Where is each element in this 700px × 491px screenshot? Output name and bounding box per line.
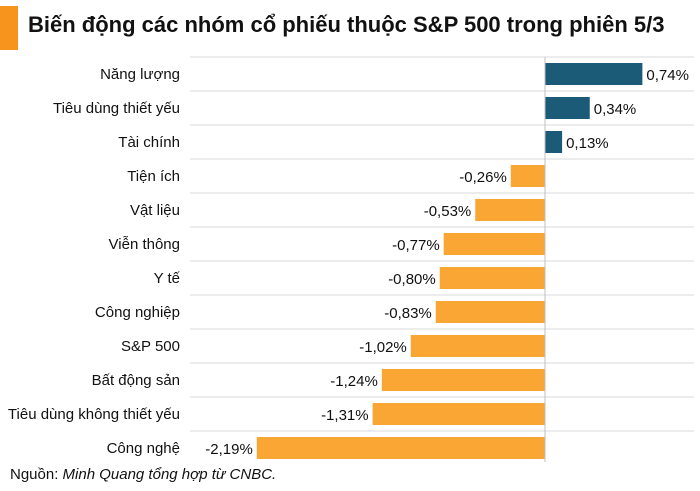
category-label: S&P 500 xyxy=(121,338,180,355)
value-label: -0,53% xyxy=(424,203,472,220)
category-label: Công nghệ xyxy=(107,440,180,457)
bar-chart: Năng lượng 0,74% Tiêu dùng thiết yếu 0,34% T… xyxy=(8,56,694,462)
category-label: Năng lượng xyxy=(100,66,180,83)
bar-11 xyxy=(256,437,545,459)
bar-0 xyxy=(545,63,643,85)
value-label: -0,26% xyxy=(459,169,507,186)
bar-5 xyxy=(443,233,545,255)
value-label: 0,34% xyxy=(594,101,637,118)
value-label: -1,24% xyxy=(330,373,378,390)
bar-1 xyxy=(545,97,590,119)
chart-title: Biến động các nhóm cổ phiếu thuộc S&P 50… xyxy=(28,12,665,37)
source-note: Nguồn: Minh Quang tổng hợp từ CNBC. xyxy=(10,466,276,483)
value-label: -1,31% xyxy=(321,407,369,424)
bar-8 xyxy=(410,335,545,357)
source-label: Nguồn: xyxy=(10,466,59,483)
bar-2 xyxy=(545,131,563,153)
category-label: Tiêu dùng không thiết yếu xyxy=(8,406,180,423)
bar-10 xyxy=(372,403,545,425)
value-label: 0,74% xyxy=(646,67,689,84)
bar-7 xyxy=(435,301,545,323)
title-accent-bar xyxy=(0,6,18,50)
value-label: 0,13% xyxy=(566,135,609,152)
category-label: Tài chính xyxy=(118,134,180,151)
value-label: -1,02% xyxy=(359,339,407,356)
category-label: Công nghiệp xyxy=(95,304,180,321)
value-label: -0,83% xyxy=(384,305,432,322)
bar-3 xyxy=(510,165,545,187)
category-label: Y tế xyxy=(154,270,181,287)
bar-6 xyxy=(439,267,545,289)
value-label: -0,77% xyxy=(392,237,440,254)
value-label: -2,19% xyxy=(205,441,253,458)
value-label: -0,80% xyxy=(388,271,436,288)
bar-9 xyxy=(381,369,545,391)
category-label: Bất động sản xyxy=(92,372,180,389)
category-label: Tiêu dùng thiết yếu xyxy=(53,100,180,117)
category-label: Tiện ích xyxy=(127,168,180,185)
source-text: Minh Quang tổng hợp từ CNBC. xyxy=(62,466,277,483)
category-label: Viễn thông xyxy=(109,236,180,253)
category-label: Vật liệu xyxy=(130,202,180,219)
bar-4 xyxy=(475,199,545,221)
